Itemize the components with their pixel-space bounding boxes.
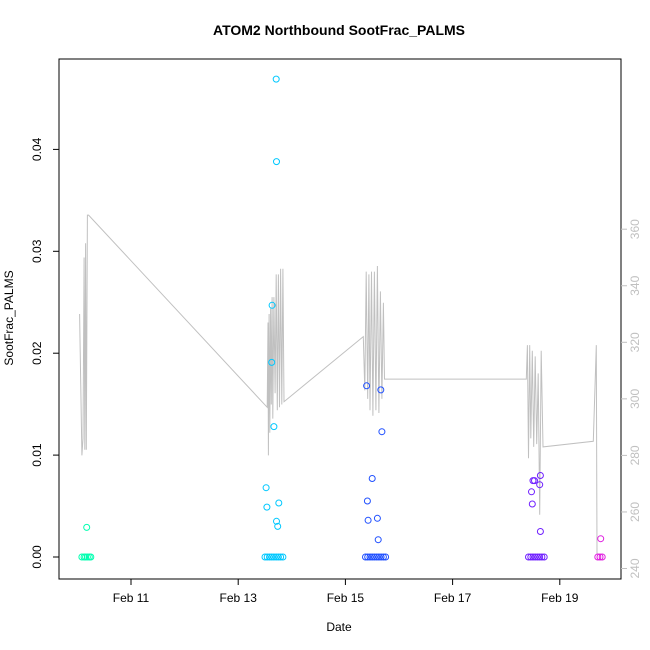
data-point bbox=[83, 553, 91, 561]
data-point bbox=[268, 358, 276, 366]
x-tick-label: Feb 11 bbox=[113, 591, 150, 605]
data-point bbox=[375, 553, 383, 561]
data-point bbox=[382, 553, 390, 561]
y2-tick-label: 360 bbox=[628, 219, 642, 239]
y-tick-label: 0.01 bbox=[30, 443, 44, 467]
data-point bbox=[262, 484, 270, 492]
data-point bbox=[525, 553, 532, 561]
x-tick-label: Feb 19 bbox=[541, 591, 579, 605]
y2-tick-label: 260 bbox=[628, 502, 642, 522]
data-point bbox=[368, 475, 376, 482]
x-tick-label: Feb 13 bbox=[220, 591, 258, 605]
x-tick-label: Feb 17 bbox=[434, 591, 472, 605]
data-point bbox=[536, 553, 544, 561]
data-point bbox=[598, 553, 606, 561]
data-point bbox=[536, 472, 544, 479]
data-point bbox=[540, 553, 548, 561]
data-point bbox=[528, 488, 535, 496]
data-point bbox=[536, 481, 544, 489]
data-point bbox=[531, 553, 539, 561]
data-point bbox=[275, 499, 283, 507]
data-point bbox=[596, 553, 604, 561]
data-point bbox=[270, 423, 278, 431]
data-point bbox=[266, 553, 273, 561]
data-point bbox=[378, 428, 386, 436]
data-point bbox=[83, 523, 91, 531]
data-point bbox=[272, 75, 280, 83]
y-tick-label: 0.04 bbox=[30, 137, 44, 161]
data-point bbox=[528, 500, 536, 508]
data-point bbox=[277, 553, 285, 561]
y-tick-label: 0.03 bbox=[30, 239, 44, 263]
x-tick-label: Feb 15 bbox=[327, 591, 365, 605]
data-point bbox=[363, 382, 371, 390]
y-axis-label: SootFrac_PALMS bbox=[2, 270, 16, 365]
data-point bbox=[261, 553, 269, 561]
data-point bbox=[364, 516, 372, 524]
data-point bbox=[374, 536, 382, 544]
y2-tick-label: 320 bbox=[628, 332, 642, 352]
data-point bbox=[263, 503, 271, 511]
data-point bbox=[362, 553, 369, 561]
plot-frame bbox=[58, 58, 622, 580]
data-point bbox=[373, 514, 381, 522]
y2-tick-label: 340 bbox=[628, 275, 642, 295]
data-point bbox=[529, 553, 537, 561]
data-point bbox=[377, 553, 385, 561]
y-tick-label: 0.02 bbox=[30, 341, 44, 365]
data-point bbox=[273, 158, 280, 166]
data-point bbox=[538, 553, 546, 561]
data-point bbox=[377, 386, 385, 394]
data-point bbox=[274, 522, 282, 530]
data-point bbox=[597, 535, 605, 543]
data-point bbox=[364, 553, 372, 561]
y2-tick-label: 300 bbox=[628, 389, 642, 409]
data-point bbox=[527, 553, 535, 561]
data-point bbox=[363, 497, 371, 505]
data-point bbox=[263, 553, 271, 561]
data-point bbox=[274, 553, 282, 561]
data-point bbox=[531, 477, 538, 485]
data-point bbox=[536, 528, 544, 535]
data-point bbox=[270, 553, 278, 561]
x-axis: Feb 11 Feb 13 Feb 15 Feb 17 Feb 19 bbox=[113, 579, 579, 605]
data-point bbox=[370, 553, 378, 561]
chart-title: ATOM2 Northbound SootFrac_PALMS bbox=[213, 22, 465, 38]
data-point bbox=[279, 553, 287, 561]
data-point bbox=[273, 517, 280, 525]
data-point bbox=[268, 553, 276, 561]
data-point bbox=[368, 553, 376, 561]
data-point bbox=[594, 553, 602, 561]
secondary-series-line bbox=[79, 214, 598, 555]
x-axis-label: Date bbox=[326, 620, 352, 634]
series-line-path bbox=[79, 214, 598, 555]
points-layer bbox=[78, 75, 606, 561]
y2-axis: 240 260 280 300 320 340 360 bbox=[621, 219, 642, 579]
data-point bbox=[87, 553, 95, 561]
data-point bbox=[379, 553, 387, 561]
y-axis: 0.00 0.01 0.02 0.03 0.04 bbox=[30, 137, 59, 569]
data-point bbox=[373, 553, 381, 561]
y2-tick-label: 280 bbox=[628, 445, 642, 465]
data-point bbox=[534, 553, 541, 561]
data-point bbox=[272, 553, 280, 561]
data-point bbox=[268, 301, 276, 309]
data-point bbox=[366, 553, 374, 561]
y-tick-label: 0.00 bbox=[30, 545, 44, 569]
y2-tick-label: 240 bbox=[628, 558, 642, 578]
